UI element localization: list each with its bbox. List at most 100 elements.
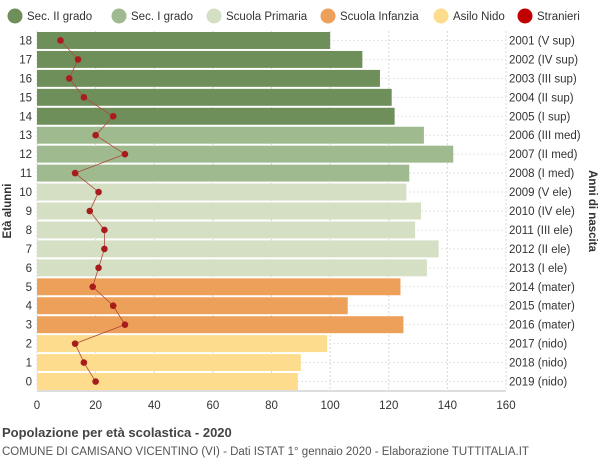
- stranieri-point-age-9: [86, 207, 94, 215]
- birth-year-tick-label: 2001 (V sup): [509, 35, 575, 47]
- chart-subtitle: COMUNE DI CAMISANO VICENTINO (VI) - Dati…: [2, 446, 529, 458]
- birth-year-tick-label: 2007 (II med): [509, 149, 578, 161]
- bar-age-15: [37, 88, 392, 106]
- bar-age-0: [37, 373, 298, 390]
- birth-year-tick-label: 2003 (III sup): [509, 73, 577, 85]
- age-tick-label: 15: [19, 92, 32, 104]
- stranieri-point-age-16: [65, 75, 73, 82]
- stranieri-point-age-8: [101, 226, 108, 234]
- stranieri-point-age-17: [74, 56, 82, 63]
- legend-label: Sec. I grado: [131, 11, 193, 23]
- stranieri-series: [57, 37, 129, 385]
- x-tick-label: 100: [321, 400, 340, 412]
- stranieri-point-age-15: [80, 94, 88, 101]
- x-tick-label: 160: [496, 400, 515, 412]
- stranieri-point-age-6: [95, 264, 102, 272]
- stranieri-point-age-11: [71, 169, 79, 177]
- bar-age-14: [37, 107, 395, 125]
- age-tick-label: 3: [26, 320, 32, 332]
- birth-year-tick-label: 2008 (I med): [509, 168, 574, 180]
- bar-age-8: [37, 221, 416, 239]
- age-tick-label: 12: [19, 149, 32, 161]
- legend-label: Sec. II grado: [27, 11, 92, 23]
- legend-marker: [517, 8, 533, 24]
- age-tick-label: 0: [26, 377, 32, 389]
- bar-age-10: [37, 183, 407, 201]
- birth-year-tick-label: 2006 (III med): [509, 130, 581, 142]
- bar-age-4: [37, 297, 348, 315]
- age-tick-label: 8: [26, 225, 32, 237]
- legend-label: Scuola Primaria: [226, 11, 308, 23]
- x-tick-labels: 0 20 40 60 80 100 120 140 160: [34, 400, 516, 412]
- age-tick-label: 1: [26, 358, 32, 370]
- x-tick-label: 20: [89, 400, 102, 412]
- age-tick-label: 5: [26, 282, 32, 294]
- age-tick-label: 16: [19, 73, 32, 85]
- stranieri-point-age-18: [57, 37, 64, 44]
- bar-age-2: [37, 335, 328, 353]
- legend-label: Asilo Nido: [453, 11, 505, 23]
- age-tick-label: 11: [20, 168, 32, 180]
- stranieri-point-age-12: [121, 150, 129, 158]
- x-tick-label: 60: [206, 400, 219, 412]
- birth-year-tick-label: 2019 (nido): [509, 377, 567, 389]
- bar-age-5: [37, 278, 401, 296]
- bar-age-9: [37, 202, 421, 220]
- age-tick-label: 2: [26, 339, 32, 351]
- age-tick-label: 18: [19, 35, 32, 47]
- age-tick-label: 13: [19, 130, 32, 142]
- y-axis-label-left: Età alunni: [2, 184, 14, 239]
- birth-year-tick-label: 2002 (IV sup): [509, 54, 578, 66]
- age-tick-label: 14: [19, 111, 32, 123]
- stranieri-point-age-10: [95, 188, 102, 196]
- birth-year-tick-label: 2004 (II sup): [509, 92, 574, 104]
- x-tick-label: 120: [379, 400, 398, 412]
- bar-age-6: [37, 259, 427, 277]
- legend-marker: [111, 8, 127, 24]
- x-tick-label: 40: [148, 400, 161, 412]
- stranieri-point-age-14: [109, 112, 117, 120]
- birth-year-tick-label: 2013 (I ele): [509, 263, 567, 275]
- bar-age-17: [37, 50, 363, 68]
- stranieri-point-age-4: [109, 302, 117, 310]
- legend-label: Scuola Infanzia: [340, 11, 419, 23]
- bar-age-18: [37, 32, 331, 49]
- age-tick-label: 7: [26, 244, 32, 256]
- x-tick-label: 80: [265, 400, 278, 412]
- age-tick-label: 17: [19, 54, 32, 66]
- stranieri-point-age-7: [101, 245, 108, 253]
- y-axis-label-right: Anni di nascita: [586, 170, 598, 252]
- birth-year-tick-label: 2017 (nido): [509, 339, 567, 351]
- stranieri-point-age-13: [92, 131, 99, 139]
- bar-age-12: [37, 145, 454, 163]
- bar-age-1: [37, 354, 301, 372]
- age-tick-label: 6: [26, 263, 32, 275]
- legend: Sec. II grado Sec. I grado Scuola Primaria…: [7, 8, 580, 24]
- birth-year-tick-label: 2014 (mater): [509, 282, 575, 294]
- legend-marker: [206, 8, 222, 24]
- legend-label: Stranieri: [537, 11, 580, 23]
- bar-age-16: [37, 69, 380, 87]
- stranieri-point-age-1: [80, 359, 88, 366]
- stranieri-point-age-5: [89, 283, 96, 291]
- legend-marker: [320, 8, 336, 24]
- legend-marker: [433, 8, 449, 24]
- stranieri-point-age-2: [71, 340, 79, 347]
- chart-title: Popolazione per età scolastica - 2020: [2, 425, 232, 440]
- birth-year-tick-label: 2016 (mater): [509, 320, 575, 332]
- bar-age-11: [37, 164, 410, 182]
- stranieri-point-age-3: [121, 321, 129, 328]
- birth-year-tick-label: 2018 (nido): [509, 358, 567, 370]
- age-tick-label: 4: [26, 301, 33, 313]
- birth-year-tick-label: 2005 (I sup): [509, 111, 571, 123]
- age-tick-label: 10: [19, 187, 32, 199]
- bar-age-7: [37, 240, 439, 258]
- bars: [37, 32, 454, 390]
- age-tick-label: 9: [26, 206, 32, 218]
- bar-age-13: [37, 126, 424, 144]
- legend-marker: [7, 8, 23, 24]
- birth-year-tick-label: 2009 (V ele): [509, 187, 572, 199]
- birth-year-tick-label: 2015 (mater): [509, 301, 575, 313]
